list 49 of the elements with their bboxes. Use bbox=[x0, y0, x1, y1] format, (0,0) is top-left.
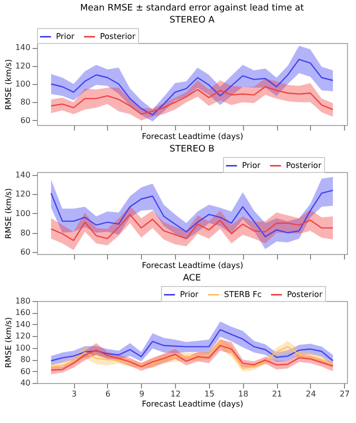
y-tick-label: 140 bbox=[15, 170, 30, 180]
y-tick-label: 180 bbox=[15, 296, 30, 306]
line-series bbox=[50, 214, 334, 242]
legend-label: Prior bbox=[180, 290, 200, 299]
x-tick-label: 15 bbox=[204, 390, 215, 398]
y-tick-label: 100 bbox=[15, 208, 30, 218]
chart-title: STEREO B bbox=[170, 144, 214, 154]
x-axis-title: Forecast Leadtime (days) bbox=[142, 132, 244, 141]
legend-label: Posterior bbox=[100, 32, 136, 41]
y-tick-label: 80 bbox=[20, 98, 30, 107]
x-tick-label: 6 bbox=[105, 390, 110, 398]
y-tick-label: 120 bbox=[15, 190, 30, 199]
legend-label: Prior bbox=[56, 32, 76, 41]
line-series bbox=[50, 86, 334, 115]
legend-label: Posterior bbox=[287, 290, 324, 299]
y-tick-label: 60 bbox=[20, 366, 30, 376]
y-tick-label: 40 bbox=[20, 378, 30, 388]
y-tick-label: 140 bbox=[15, 43, 30, 52]
x-tick-label: 3 bbox=[72, 390, 77, 398]
legend-label: Posterior bbox=[286, 160, 322, 170]
x-tick-label: 24 bbox=[306, 390, 316, 398]
x-tick-label: 27 bbox=[340, 390, 350, 398]
y-tick-label: 60 bbox=[20, 116, 30, 125]
y-tick-label: 100 bbox=[15, 80, 30, 88]
legend-label: Prior bbox=[242, 160, 262, 170]
y-tick-label: 80 bbox=[20, 228, 30, 238]
x-axis-title: Forecast Leadtime (days) bbox=[142, 261, 244, 270]
y-tick-label: 120 bbox=[15, 332, 30, 341]
line-series bbox=[50, 58, 334, 116]
y-tick-label: 160 bbox=[15, 308, 30, 318]
y-tick-label: 60 bbox=[20, 248, 30, 257]
y-axis-title: RMSE (km/s) bbox=[4, 317, 14, 368]
x-tick-label: 12 bbox=[170, 390, 181, 398]
chart-title: ACE bbox=[183, 274, 202, 284]
line-series bbox=[50, 329, 334, 362]
y-axis-title: RMSE (km/s) bbox=[4, 188, 14, 239]
x-tick-label: 21 bbox=[272, 390, 282, 398]
line-series bbox=[50, 190, 334, 238]
chart-subtitle: STEREO A bbox=[170, 16, 216, 26]
legend-label: STERB Fc bbox=[224, 290, 262, 299]
y-tick-label: 140 bbox=[15, 320, 30, 329]
y-tick-label: 80 bbox=[20, 355, 30, 364]
y-tick-label: 120 bbox=[15, 61, 30, 70]
x-tick-label: 9 bbox=[139, 390, 144, 398]
y-tick-label: 100 bbox=[15, 343, 30, 352]
y-axis-title: RMSE (km/s) bbox=[4, 59, 14, 110]
x-tick-label: 18 bbox=[238, 390, 248, 398]
x-axis-title: Forecast Leadtime (days) bbox=[142, 400, 244, 408]
chart-title: Mean RMSE ± standard error against lead time at bbox=[80, 4, 304, 14]
